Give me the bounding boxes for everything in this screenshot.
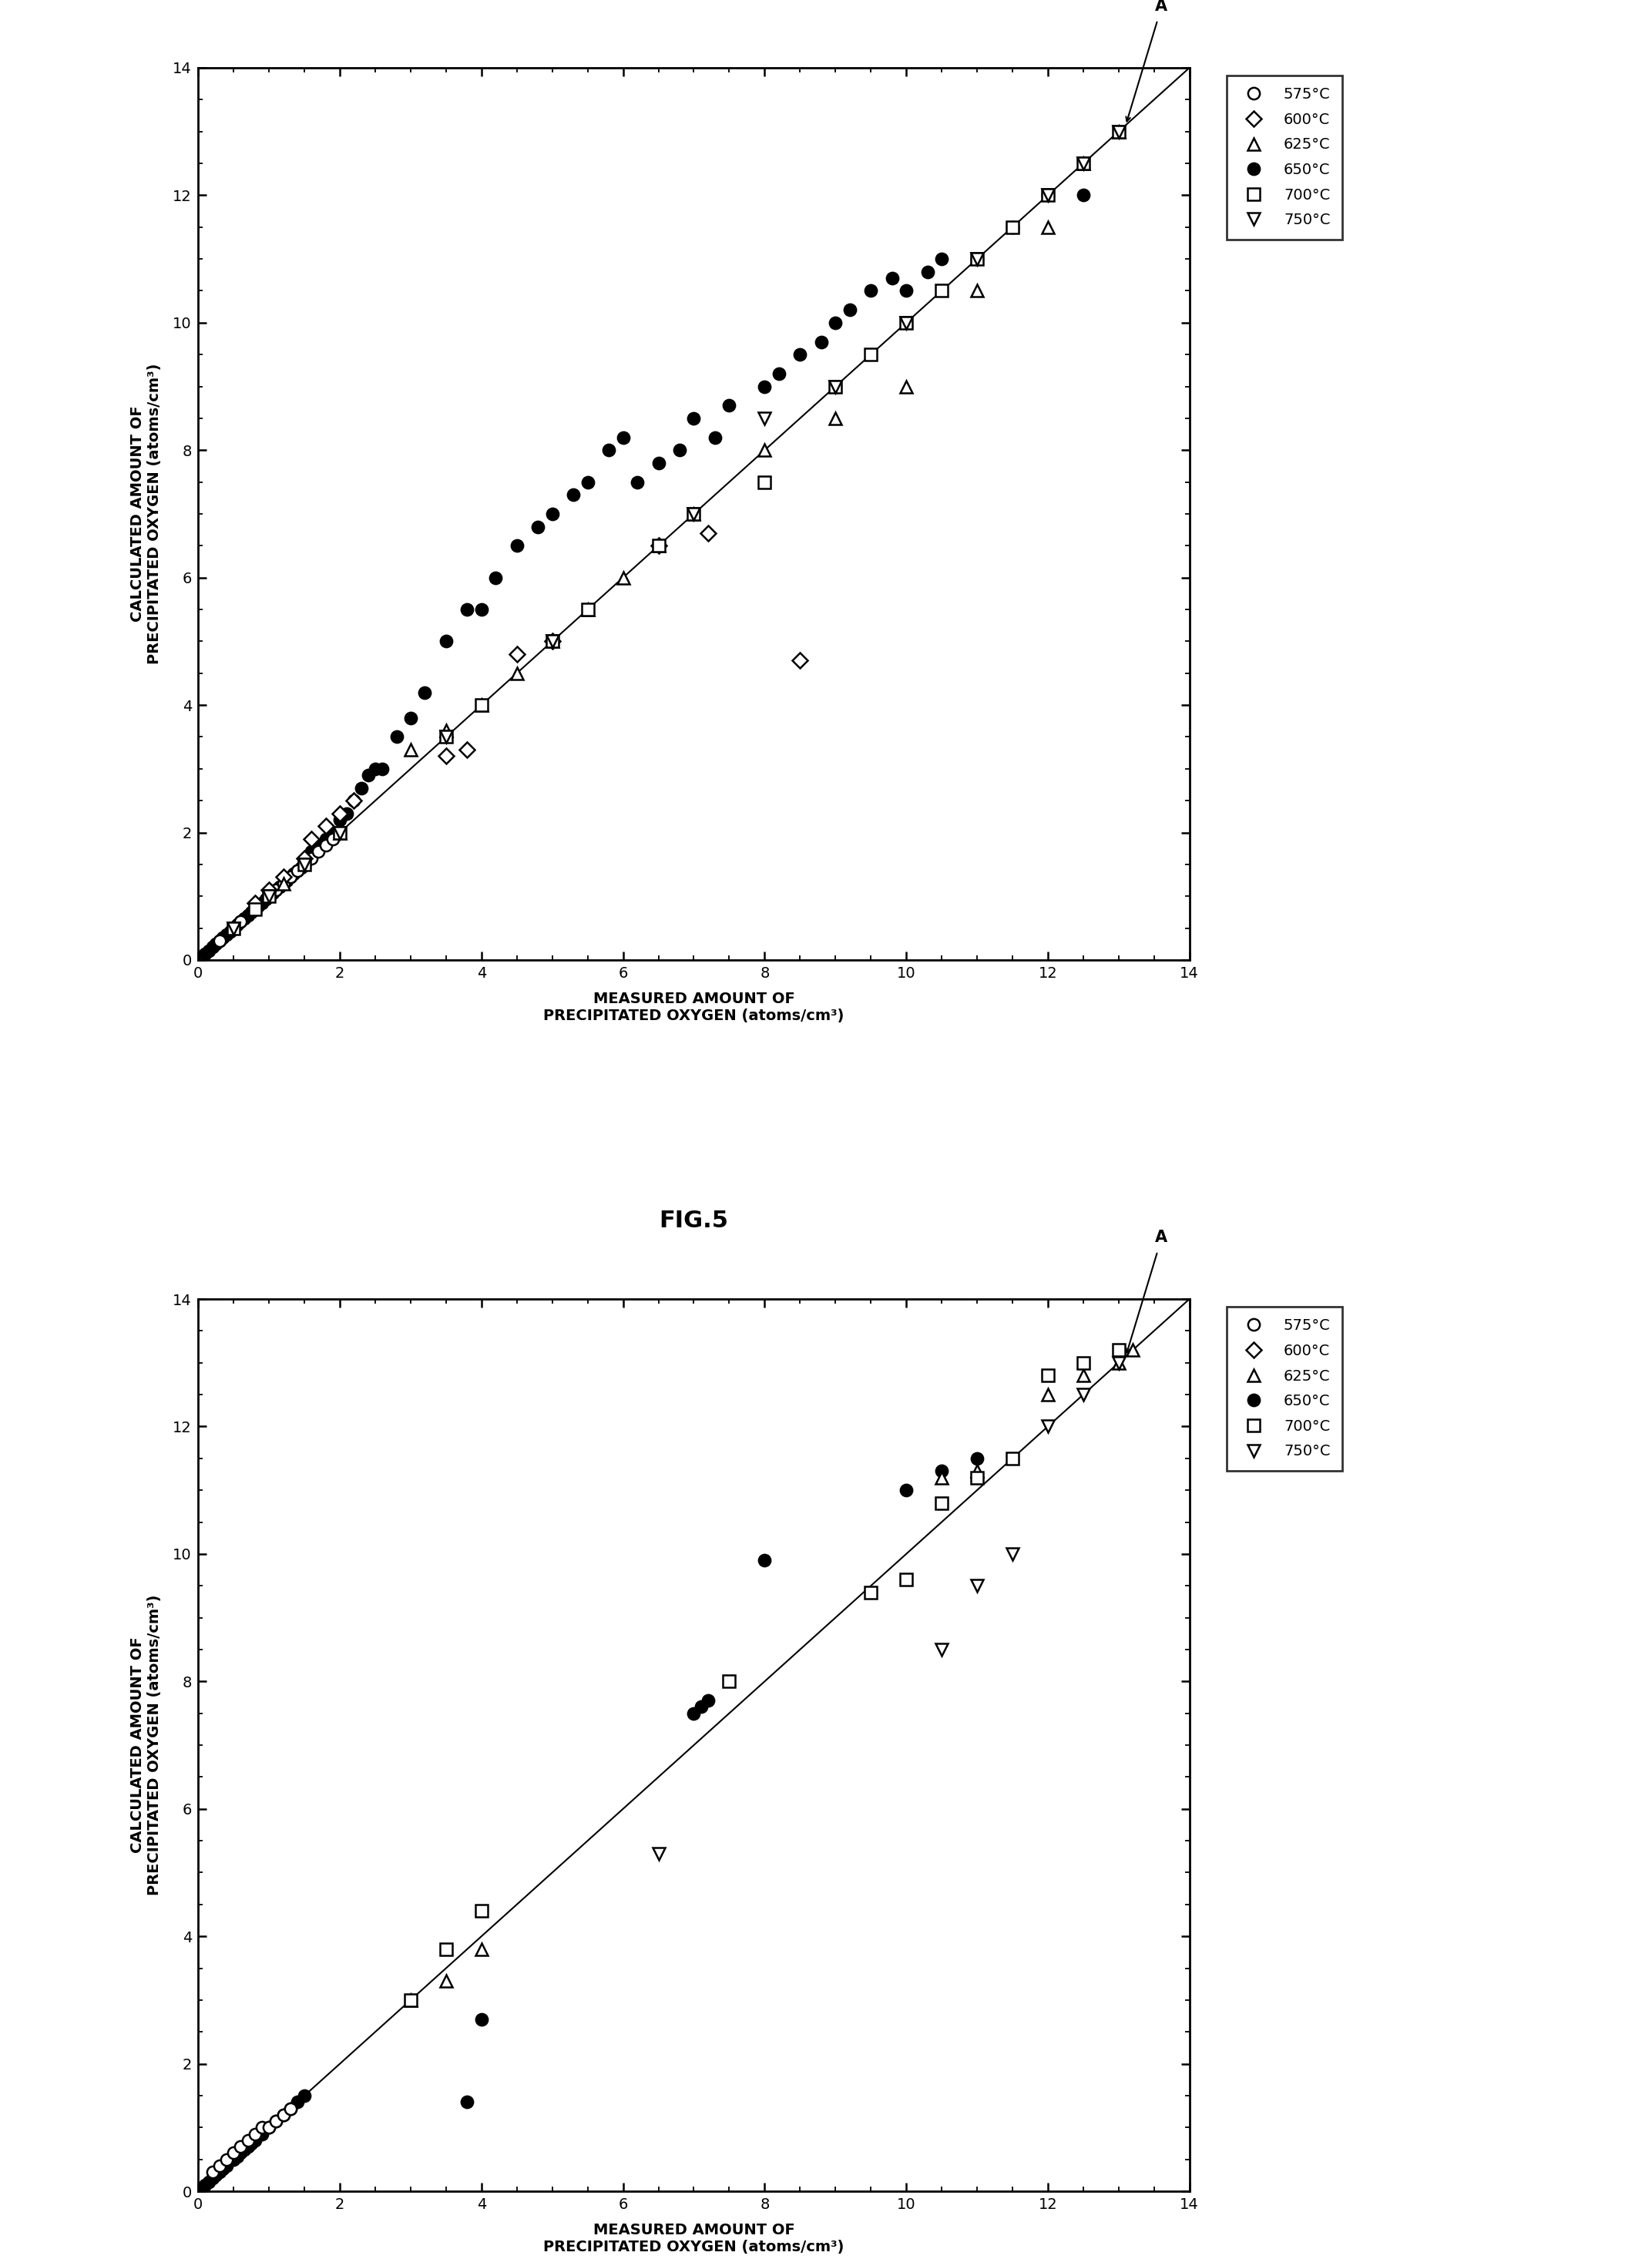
Legend: 575°C, 600°C, 625°C, 650°C, 700°C, 750°C: 575°C, 600°C, 625°C, 650°C, 700°C, 750°C [1227, 75, 1343, 239]
Legend: 575°C, 600°C, 625°C, 650°C, 700°C, 750°C: 575°C, 600°C, 625°C, 650°C, 700°C, 750°C [1227, 1306, 1343, 1471]
Y-axis label: CALCULATED AMOUNT OF
PRECIPITATED OXYGEN (atoms/cm³): CALCULATED AMOUNT OF PRECIPITATED OXYGEN… [131, 1595, 162, 1895]
Y-axis label: CALCULATED AMOUNT OF
PRECIPITATED OXYGEN (atoms/cm³): CALCULATED AMOUNT OF PRECIPITATED OXYGEN… [131, 364, 162, 664]
Text: FIG.5: FIG.5 [659, 1211, 729, 1231]
Text: A: A [1155, 1229, 1168, 1245]
X-axis label: MEASURED AMOUNT OF
PRECIPITATED OXYGEN (atoms/cm³): MEASURED AMOUNT OF PRECIPITATED OXYGEN (… [544, 992, 844, 1023]
X-axis label: MEASURED AMOUNT OF
PRECIPITATED OXYGEN (atoms/cm³): MEASURED AMOUNT OF PRECIPITATED OXYGEN (… [544, 2223, 844, 2254]
Text: A: A [1155, 0, 1168, 14]
